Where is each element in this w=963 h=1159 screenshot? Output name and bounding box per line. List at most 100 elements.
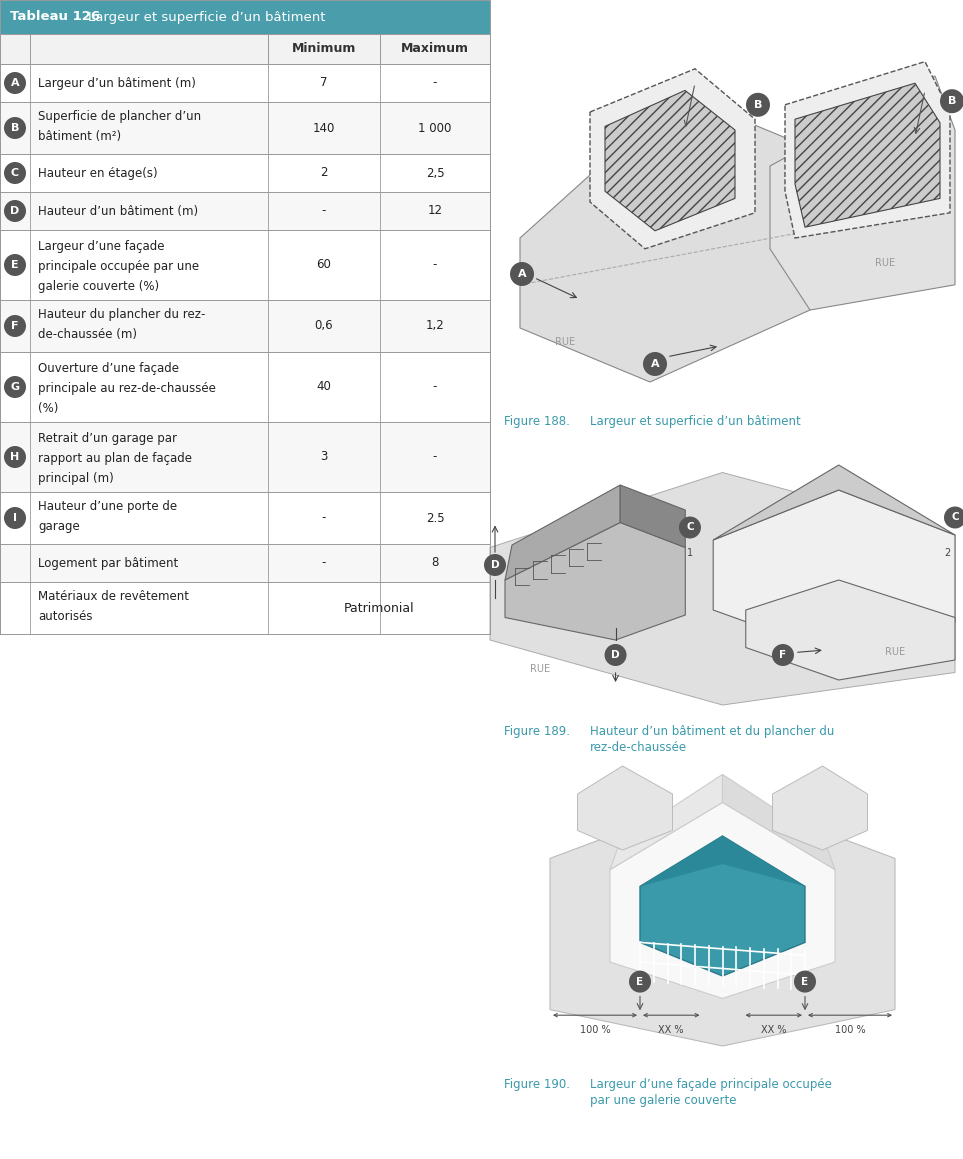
Circle shape [4,315,26,337]
Text: 60: 60 [317,258,331,271]
Text: de-chaussée (m): de-chaussée (m) [38,328,137,342]
Polygon shape [505,484,620,580]
Text: F: F [779,650,787,659]
Polygon shape [714,490,955,655]
Polygon shape [505,523,686,640]
Circle shape [4,72,26,94]
Text: Hauteur d’un bâtiment et du plancher du: Hauteur d’un bâtiment et du plancher du [590,726,834,738]
Circle shape [679,517,701,539]
Text: garage: garage [38,520,80,533]
Circle shape [944,506,963,529]
Polygon shape [578,766,672,850]
Text: Hauteur en étage(s): Hauteur en étage(s) [38,167,158,180]
Circle shape [605,644,627,666]
Text: E: E [637,977,643,986]
Text: C: C [686,523,693,532]
Text: Hauteur d’une porte de: Hauteur d’une porte de [38,500,177,512]
Text: Retrait d’un garage par: Retrait d’un garage par [38,432,177,445]
Text: RUE: RUE [885,647,905,657]
Polygon shape [722,774,835,869]
Text: -: - [322,556,326,569]
Polygon shape [714,465,955,540]
Bar [0,64,490,102]
Text: Maximum: Maximum [401,43,469,56]
Text: Figure 188.: Figure 188. [504,415,570,428]
Circle shape [4,446,26,468]
Text: RUE: RUE [530,664,550,675]
Text: 3: 3 [321,451,327,464]
Text: Figure 190.: Figure 190. [504,1078,570,1091]
Text: Tableau 126: Tableau 126 [10,10,100,23]
Text: 100 %: 100 % [835,1026,866,1035]
Text: Largeur et superficie d’un bâtiment: Largeur et superficie d’un bâtiment [590,415,801,428]
Polygon shape [745,580,955,680]
Text: principale au rez-de-chaussée: principale au rez-de-chaussée [38,382,216,395]
Polygon shape [620,484,686,547]
Bar [0,0,490,634]
Text: Logement par bâtiment: Logement par bâtiment [38,556,178,569]
Text: rapport au plan de façade: rapport au plan de façade [38,452,192,465]
Text: -: - [432,380,437,394]
Bar [0,0,490,34]
Text: B: B [754,100,762,110]
Text: principal (m): principal (m) [38,472,114,484]
Circle shape [484,554,506,576]
Text: 1,2: 1,2 [426,320,444,333]
Text: Patrimonial: Patrimonial [344,602,414,614]
Bar [0,192,490,229]
Polygon shape [605,90,735,231]
Polygon shape [550,794,895,1047]
Polygon shape [795,83,940,227]
Text: Hauteur du plancher du rez-: Hauteur du plancher du rez- [38,307,205,321]
Bar [0,102,490,154]
Bar [0,582,490,634]
Polygon shape [490,473,955,705]
Text: Largeur d’une façade: Largeur d’une façade [38,240,165,253]
Text: I: I [13,513,17,523]
Circle shape [772,644,794,666]
Text: Largeur d’une façade principale occupée: Largeur d’une façade principale occupée [590,1078,832,1091]
Polygon shape [610,802,835,998]
Text: 2,5: 2,5 [426,167,444,180]
Text: -: - [432,451,437,464]
Text: -: - [432,258,437,271]
Circle shape [510,262,534,286]
Bar [0,422,490,493]
Circle shape [643,352,667,376]
Text: H: H [11,452,19,462]
Text: 140: 140 [313,122,335,134]
Text: 2: 2 [321,167,327,180]
Circle shape [4,254,26,276]
Text: 1: 1 [687,547,693,557]
Circle shape [940,89,963,114]
Text: 0,6: 0,6 [315,320,333,333]
Bar [0,352,490,422]
Text: galerie couverte (%): galerie couverte (%) [38,280,159,293]
Text: Matériaux de revêtement: Matériaux de revêtement [38,590,189,603]
Bar [0,300,490,352]
Text: principale occupée par une: principale occupée par une [38,260,199,274]
Text: Hauteur d’un bâtiment (m): Hauteur d’un bâtiment (m) [38,204,198,218]
Text: 2.5: 2.5 [426,511,444,525]
Text: C: C [11,168,19,178]
Polygon shape [785,61,950,238]
Text: A: A [651,359,660,369]
Bar [0,154,490,192]
Text: Figure 189.: Figure 189. [504,726,570,738]
Circle shape [629,970,651,992]
Text: A: A [11,78,19,88]
Text: Minimum: Minimum [292,43,356,56]
Polygon shape [610,774,722,869]
Circle shape [4,506,26,529]
Text: XX %: XX % [659,1026,684,1035]
Text: -: - [432,76,437,89]
Circle shape [4,117,26,139]
Polygon shape [590,68,755,249]
Text: 8: 8 [431,556,439,569]
Text: -: - [322,511,326,525]
Text: A: A [518,269,527,279]
Text: D: D [491,560,499,570]
Polygon shape [640,836,805,887]
Text: D: D [11,206,19,216]
Text: 1 000: 1 000 [418,122,452,134]
